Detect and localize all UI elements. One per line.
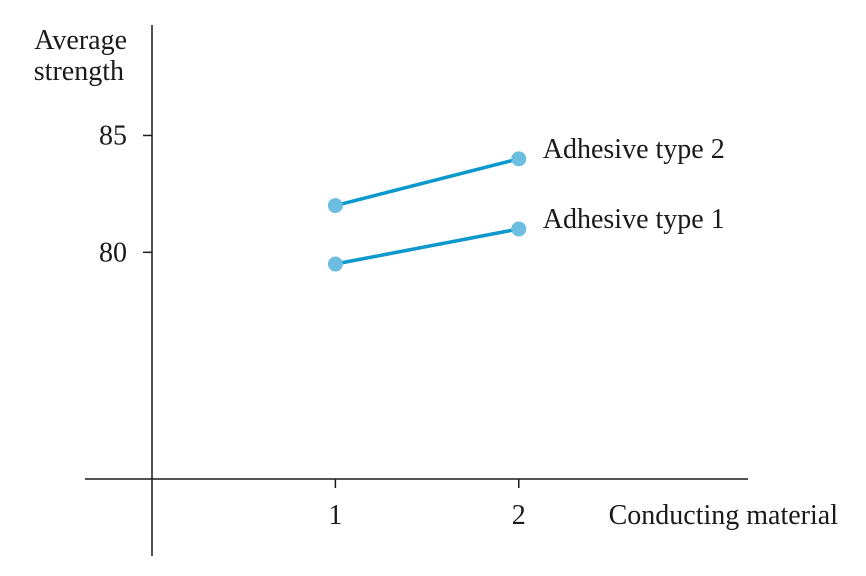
series-line (335, 227, 520, 266)
y-tick-label: 80 (99, 237, 127, 268)
data-point (511, 151, 527, 167)
x-tick-label: 2 (512, 500, 526, 531)
series-label: Adhesive type 1 (543, 204, 725, 235)
y-tick-label: 85 (99, 120, 127, 151)
x-tick-label: 1 (328, 500, 342, 531)
data-point (327, 198, 343, 214)
series-group: Adhesive type 2 Adhesive type 1 (327, 134, 725, 272)
x-axis-label: Conducting material (609, 500, 839, 531)
y-axis-label-line-2: strength (34, 56, 124, 87)
data-point (511, 221, 527, 237)
y-axis-label-line-1: Average (34, 25, 127, 56)
series-line (334, 157, 520, 208)
series-label: Adhesive type 2 (543, 134, 725, 165)
axis-ticks: 1 2 80 85 (99, 120, 526, 531)
data-point (327, 256, 343, 272)
